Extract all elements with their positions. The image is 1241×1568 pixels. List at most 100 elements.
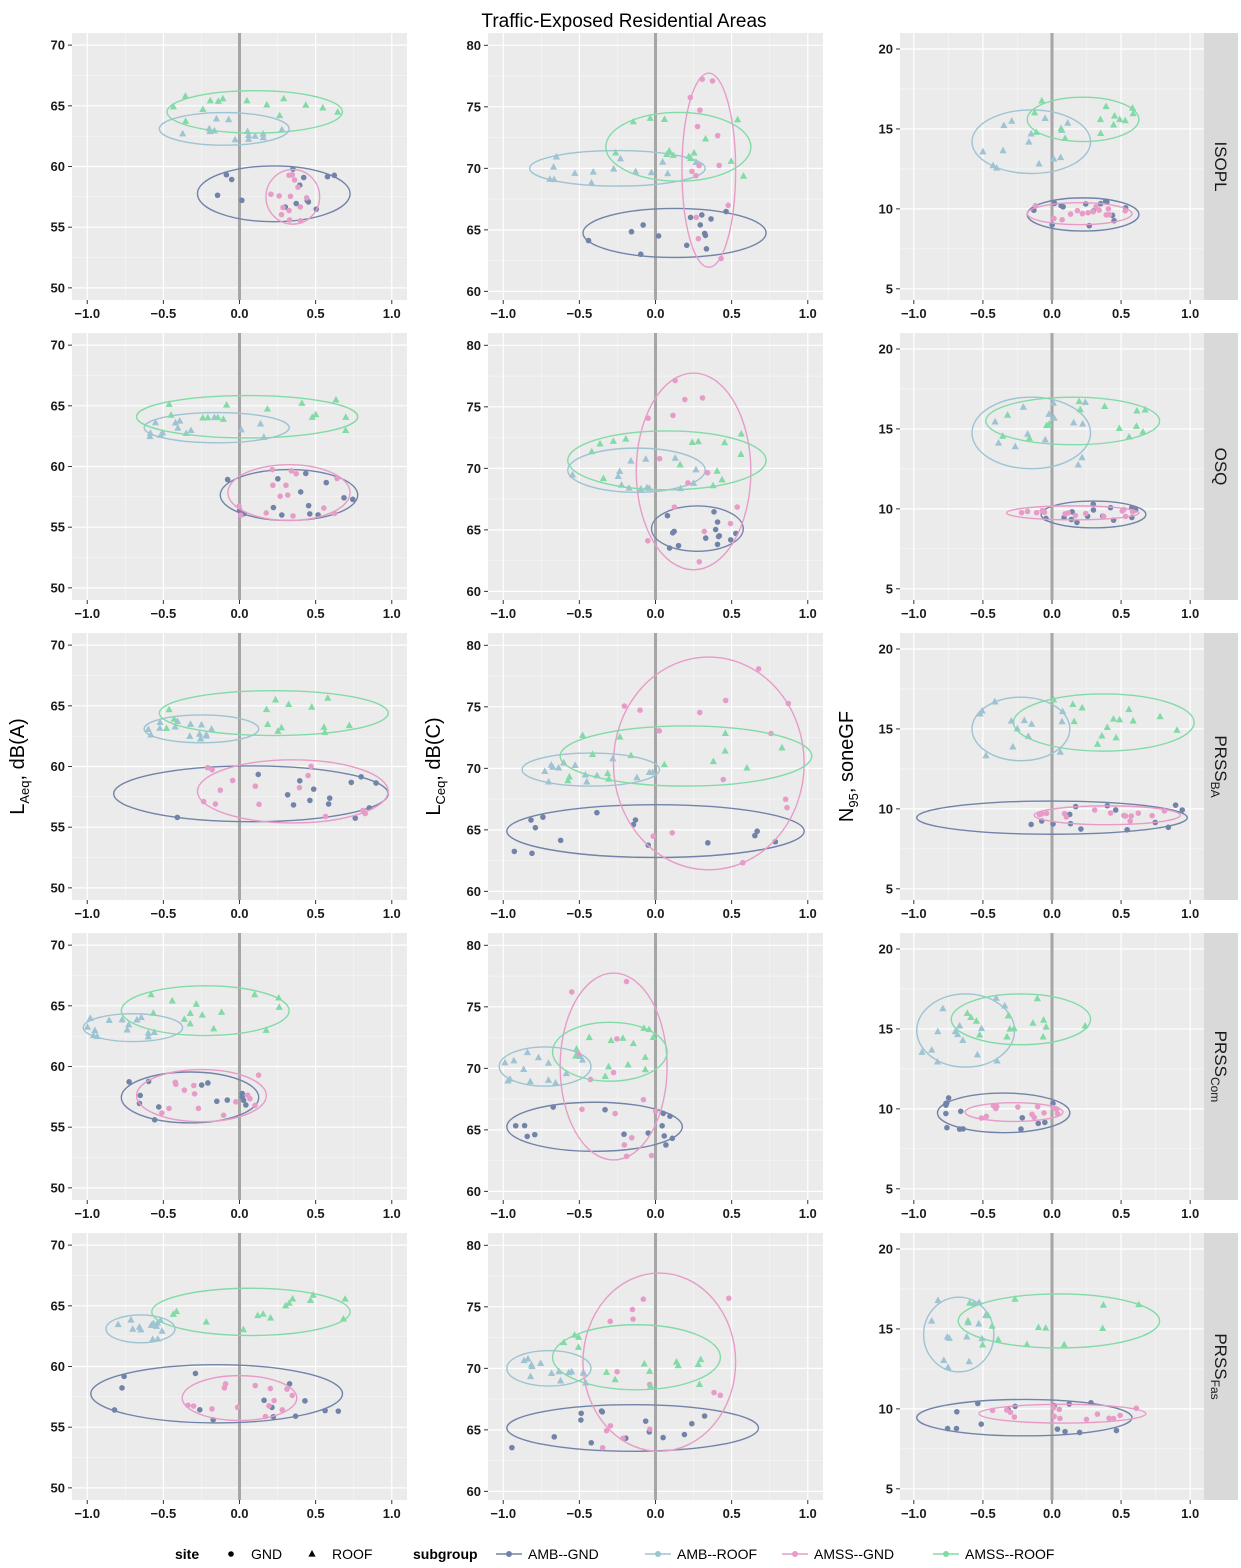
y-tick-label: 55 [51,1120,65,1135]
data-point-gnd [1028,821,1034,828]
y-tick-label: 70 [467,161,481,176]
y-tick-label: 60 [467,284,481,299]
data-point-gnd [308,763,314,770]
x-tick-label: 1.0 [1181,306,1199,321]
y-tick-label: 60 [51,1359,65,1374]
data-point-gnd [712,526,719,533]
x-tick-label: −0.5 [970,1206,996,1221]
data-point-roof [309,1291,317,1298]
data-point-gnd [644,537,651,544]
data-point-roof [524,1354,532,1362]
data-point-gnd [532,824,539,831]
data-point-gnd [1072,512,1079,519]
data-point-roof [555,763,563,771]
data-point-gnd [755,666,762,672]
density-contour-amss-roof [151,1287,351,1337]
data-point-gnd [944,1124,950,1131]
data-point-gnd [1018,1126,1024,1132]
data-point-gnd [975,1400,981,1407]
data-point-roof [1112,733,1120,741]
data-point-gnd [234,1404,241,1411]
data-point-gnd [243,1102,249,1108]
data-point-gnd [629,1134,635,1141]
x-tick-label: −0.5 [151,306,177,321]
data-point-gnd [166,1105,172,1112]
facet-panel-OSQ-LCeq: −1.0 −0.5 0.0 0.5 1.0 60 65 70 75 80 [467,333,823,621]
data-point-gnd [696,162,702,169]
data-point-roof [308,703,316,710]
data-point-gnd [214,192,221,199]
data-point-roof [602,1368,611,1375]
data-point-roof [552,152,561,160]
facet-strip [1204,933,1238,1200]
data-point-roof [195,730,204,737]
data-point-roof [202,1317,210,1325]
x-tick-label: −1.0 [490,1206,516,1221]
x-tick-label: 0.0 [646,1506,664,1521]
data-point-roof [262,705,271,713]
x-tick-label: 0.5 [723,606,741,621]
data-point-gnd [1090,208,1096,215]
x-tick-label: 1.0 [383,1206,401,1221]
y-tick-label: 65 [51,1298,65,1313]
y-tick-label: 65 [51,98,65,113]
density-contour-amss-gnd [196,759,389,824]
x-tick-label: −1.0 [901,606,927,621]
data-point-gnd [645,415,651,421]
data-point-gnd [278,211,285,218]
data-point-gnd [752,832,758,839]
y-axis-title-N95: N95, soneGF [836,711,861,822]
facet-panel-ISOPL-LAeq: −1.0 −0.5 0.0 0.5 1.0 50 55 60 65 70 [51,33,407,321]
data-point-roof [588,447,596,455]
data-point-roof [237,425,245,433]
data-point-gnd [683,242,690,249]
data-point-roof [568,470,577,478]
data-point-roof [1121,116,1129,124]
data-point-gnd [629,1306,636,1313]
data-point-roof [564,776,572,784]
data-point-roof [956,1021,964,1029]
data-point-gnd [224,1097,231,1103]
data-point-roof [341,1295,349,1302]
y-tick-label: 60 [467,1184,481,1199]
x-tick-label: 0.5 [723,306,741,321]
data-point-roof [640,1024,648,1031]
data-point-roof [171,418,180,426]
y-tick-label: 75 [467,1299,481,1314]
data-point-roof [266,1314,275,1321]
data-point-gnd [1094,1411,1101,1417]
density-contour-amss-roof [551,1021,668,1082]
data-point-roof [312,410,320,418]
data-point-roof [144,1032,152,1040]
y-tick-label: 65 [467,1122,481,1137]
data-point-roof [501,1058,509,1066]
data-point-roof [627,751,635,759]
data-point-gnd [716,533,723,539]
data-point-roof [619,1034,627,1041]
data-point-roof [1023,1340,1031,1348]
data-point-gnd [279,512,285,518]
data-point-gnd [190,1403,197,1409]
x-tick-label: −0.5 [970,306,996,321]
data-point-gnd [286,217,293,223]
data-point-roof [1098,731,1106,739]
data-point-roof [604,769,612,777]
y-tick-label: 65 [467,1422,481,1437]
data-point-gnd [628,228,635,235]
data-point-roof [1049,399,1058,406]
data-point-roof [125,1020,133,1028]
data-point-gnd [509,1444,515,1451]
data-point-roof [118,1015,126,1023]
data-point-gnd [268,191,274,198]
data-point-roof [1028,720,1036,727]
data-point-roof [1116,115,1124,123]
data-point-roof [167,411,175,418]
data-point-gnd [983,1113,990,1120]
y-tick-label: 15 [879,421,893,436]
data-point-gnd [954,1408,960,1415]
density-contour-amb-gnd [506,1101,684,1153]
data-point-roof [739,172,748,179]
data-point-gnd [270,482,276,489]
data-point-roof [609,437,617,444]
data-point-gnd [1107,810,1114,816]
